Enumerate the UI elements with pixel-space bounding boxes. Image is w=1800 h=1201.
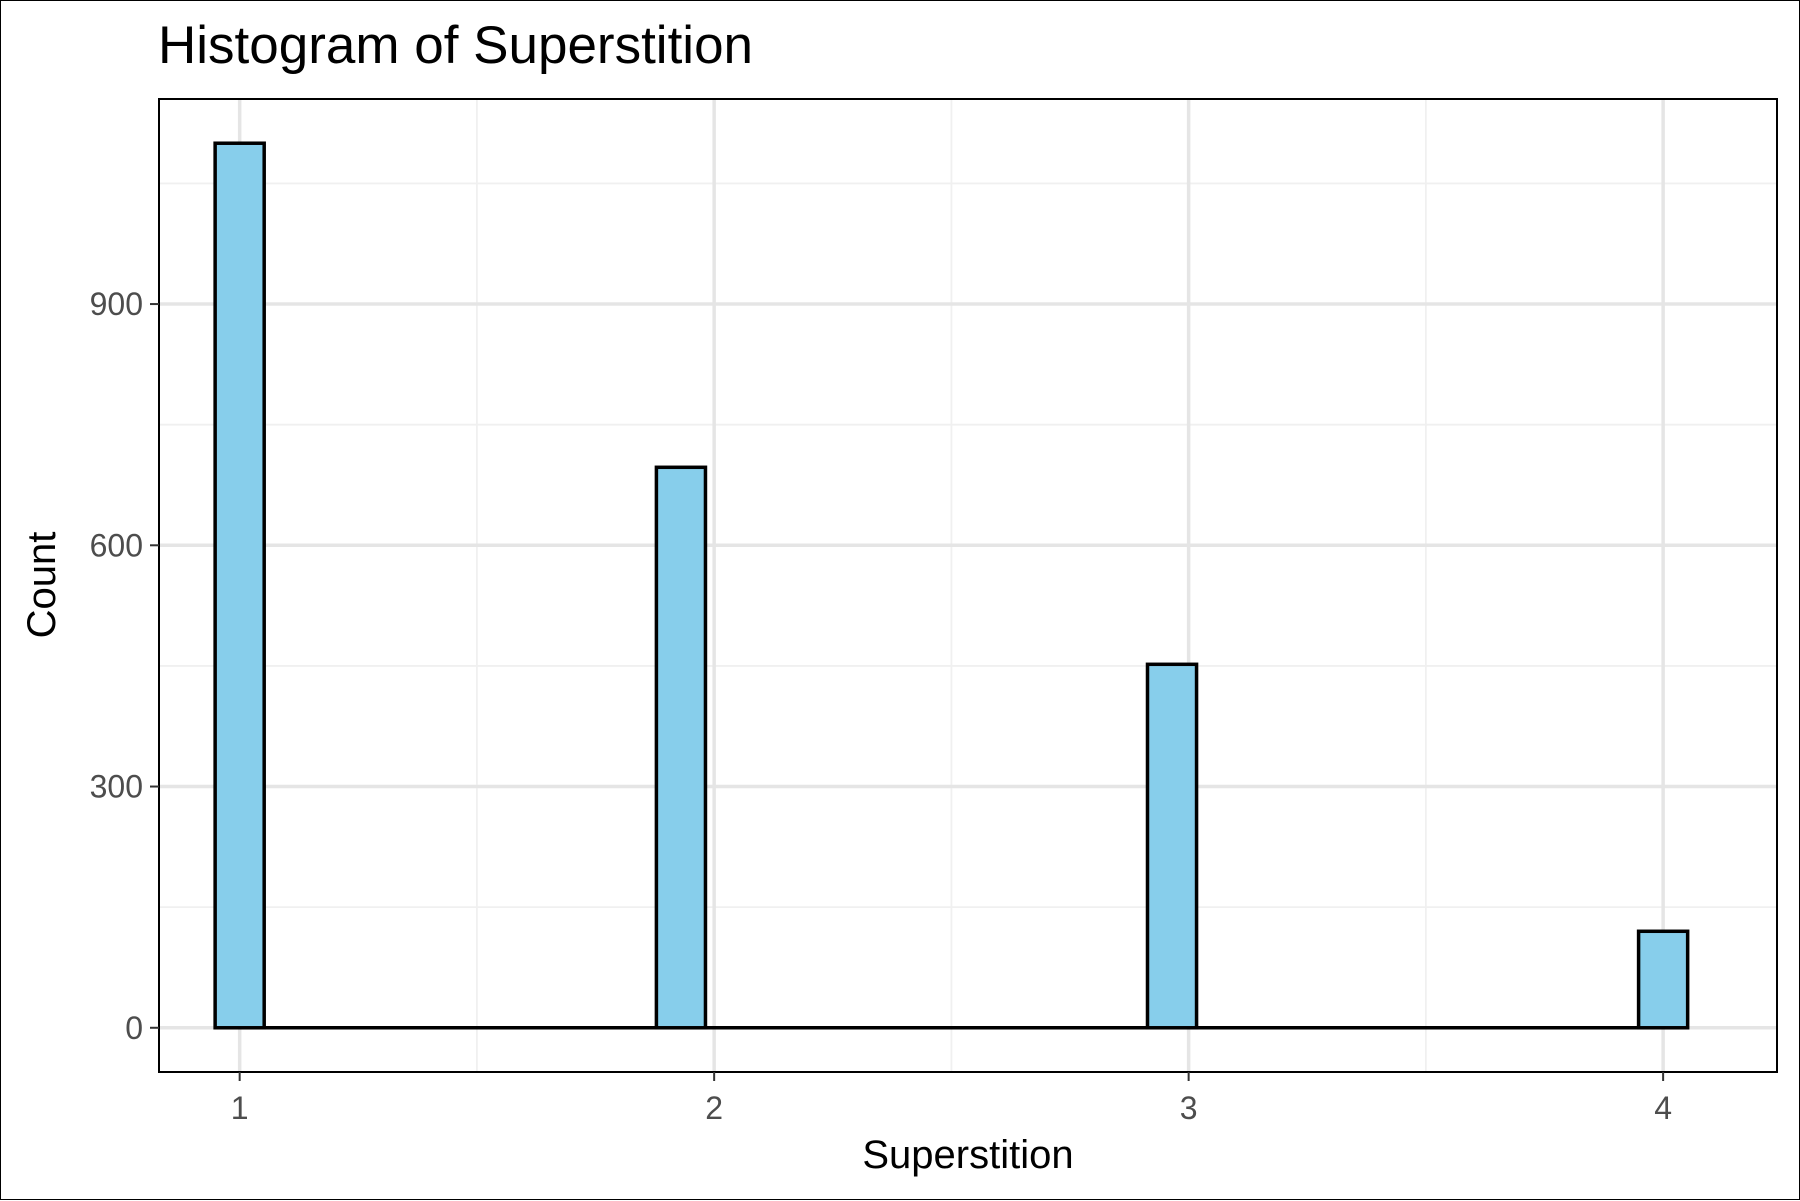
plot-panel-border bbox=[158, 98, 1778, 1073]
histogram-bar bbox=[1636, 929, 1690, 1030]
x-axis-title: Superstition bbox=[862, 1133, 1073, 1177]
x-tick-label: 1 bbox=[231, 1090, 249, 1126]
y-tick-label: 600 bbox=[90, 527, 143, 563]
y-tick-label: 0 bbox=[125, 1010, 143, 1046]
major-gridlines bbox=[159, 99, 1777, 1072]
y-axis-title: Count bbox=[20, 532, 64, 639]
histogram-bars bbox=[213, 141, 1690, 1030]
histogram-bar bbox=[213, 141, 266, 1030]
y-tick-label: 300 bbox=[90, 769, 143, 805]
y-tick-label: 900 bbox=[90, 286, 143, 322]
histogram-bar bbox=[654, 465, 708, 1030]
x-tick-label: 4 bbox=[1654, 1090, 1672, 1126]
chart-title: Histogram of Superstition bbox=[158, 16, 753, 75]
x-tick-label: 2 bbox=[705, 1090, 723, 1126]
histogram-bar bbox=[1145, 662, 1199, 1030]
x-tick-label: 3 bbox=[1180, 1090, 1198, 1126]
minor-gridlines bbox=[159, 99, 1777, 1072]
y-axis-ticks: 0 300 600 900 bbox=[90, 286, 159, 1046]
x-axis-ticks: 1 2 3 4 bbox=[231, 1072, 1672, 1126]
